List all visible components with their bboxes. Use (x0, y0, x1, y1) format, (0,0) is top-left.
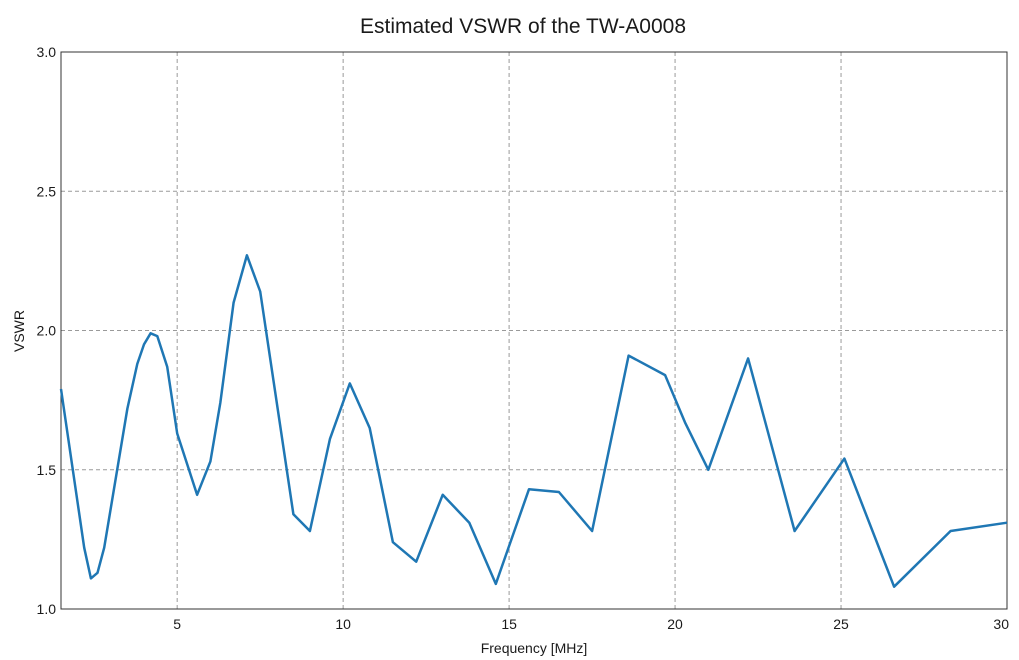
chart-title: Estimated VSWR of the TW-A0008 (360, 15, 686, 38)
grid-lines (61, 52, 1007, 609)
tick-labels: 5 10 15 20 25 30 1.0 1.5 2.0 2.5 3.0 (37, 44, 1010, 632)
x-tick-label: 10 (335, 616, 351, 632)
plot-frame (60, 51, 1008, 610)
x-tick-label: 5 (173, 616, 181, 632)
vswr-series-line (59, 254, 1008, 588)
y-tick-label: 3.0 (37, 44, 57, 60)
x-tick-label: 20 (667, 616, 683, 632)
x-tick-label: 25 (833, 616, 849, 632)
x-tick-label: 15 (501, 616, 517, 632)
y-axis-label: VSWR (11, 310, 27, 352)
y-tick-label: 1.0 (37, 601, 57, 617)
y-tick-label: 2.0 (37, 323, 57, 339)
y-tick-label: 2.5 (37, 183, 57, 199)
x-axis-label: Frequency [MHz] (481, 640, 588, 656)
x-tick-label: 30 (993, 616, 1009, 632)
y-tick-label: 1.5 (37, 462, 57, 478)
